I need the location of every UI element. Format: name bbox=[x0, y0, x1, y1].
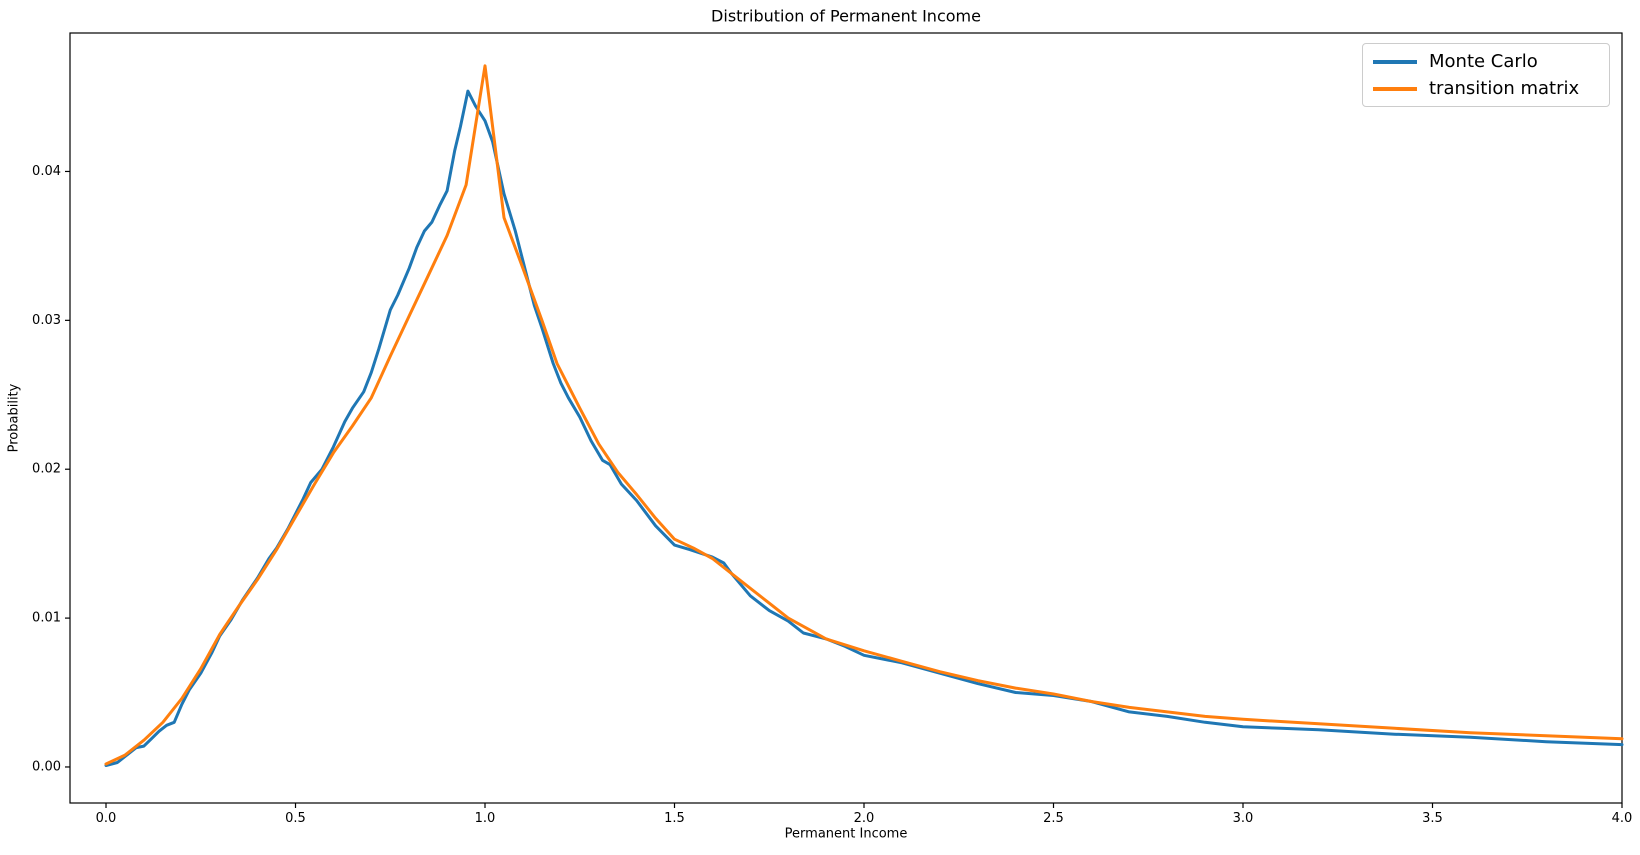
x-tick-label: 0.5 bbox=[285, 811, 306, 826]
x-tick-label: 4.0 bbox=[1612, 811, 1633, 826]
x-tick-label: 0.0 bbox=[96, 811, 117, 826]
x-tick-label: 2.0 bbox=[854, 811, 875, 826]
y-tick-label: 0.01 bbox=[32, 611, 61, 626]
legend: Monte Carlo transition matrix bbox=[1362, 43, 1610, 107]
series-line-transition-matrix bbox=[104, 64, 1624, 766]
y-tick-label: 0.03 bbox=[32, 313, 61, 328]
y-axis-label: Probability bbox=[6, 383, 22, 453]
legend-item-monte-carlo: Monte Carlo bbox=[1363, 48, 1609, 75]
x-tick-label: 2.5 bbox=[1043, 811, 1064, 826]
x-tick-label: 1.5 bbox=[664, 811, 685, 826]
legend-item-transition-matrix: transition matrix bbox=[1363, 75, 1609, 102]
x-tick-label: 3.5 bbox=[1422, 811, 1443, 826]
legend-line-sample-monte-carlo bbox=[1373, 59, 1417, 64]
x-axis-label: Permanent Income bbox=[784, 826, 908, 842]
x-axis: 0.0 0.5 1.0 1.5 2.0 2.5 3.0 3.5 4.0 bbox=[96, 803, 1633, 826]
y-tick-label: 0.02 bbox=[32, 462, 61, 477]
x-tick-label: 1.0 bbox=[475, 811, 496, 826]
x-tick-label: 3.0 bbox=[1233, 811, 1254, 826]
series-line-monte-carlo bbox=[104, 89, 1624, 767]
y-axis: 0.00 0.01 0.02 0.03 0.04 bbox=[32, 164, 70, 774]
legend-line-sample-transition-matrix bbox=[1373, 86, 1417, 91]
legend-label-monte-carlo: Monte Carlo bbox=[1429, 51, 1538, 72]
plot-border bbox=[69, 32, 1623, 804]
y-tick-label: 0.00 bbox=[32, 759, 61, 774]
y-tick-label: 0.04 bbox=[32, 164, 61, 179]
chart-title: Distribution of Permanent Income bbox=[711, 6, 981, 26]
legend-label-transition-matrix: transition matrix bbox=[1429, 78, 1580, 99]
